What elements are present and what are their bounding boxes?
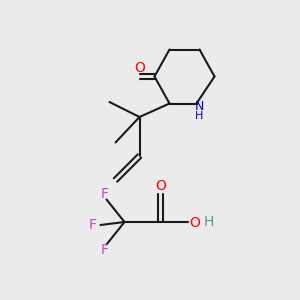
Text: H: H (203, 215, 214, 229)
Text: F: F (89, 218, 97, 232)
Text: N: N (195, 100, 204, 113)
Text: O: O (189, 216, 200, 230)
Text: F: F (101, 187, 109, 200)
Text: O: O (155, 179, 166, 193)
Text: O: O (134, 61, 145, 75)
Text: H: H (195, 111, 204, 121)
Text: F: F (101, 244, 109, 257)
